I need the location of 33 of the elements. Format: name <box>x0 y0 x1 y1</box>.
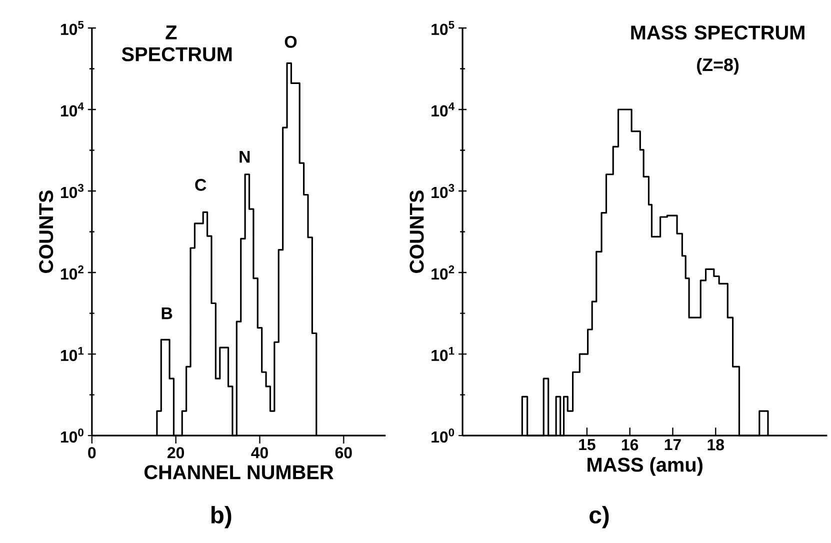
y-tick-label: 10$^{3}$ <box>432 184 454 198</box>
y-tick-label: 10$^{2}$ <box>60 265 84 280</box>
text: b) <box>211 506 232 528</box>
y-tick-label: 10$^{4}$ <box>432 102 454 116</box>
y-axis-title: COUNTS <box>39 190 54 273</box>
x-tick-label: 15 <box>579 438 596 450</box>
x-tick-label: 16 <box>622 438 638 450</box>
annotation: N <box>240 150 250 162</box>
y-tick-label: 10$^{1}$ <box>60 346 84 361</box>
text: (Z=8) <box>697 58 739 74</box>
annotation: O <box>284 36 297 48</box>
y-tick-label: 10$^{2}$ <box>432 265 454 280</box>
y-tick-label: 10$^{5}$ <box>432 20 454 35</box>
annotation: C <box>195 178 206 191</box>
annotation: B <box>162 307 172 319</box>
y-tick-label: 10$^{5}$ <box>60 20 84 35</box>
chart-title: Z SPECTRUM <box>122 25 232 62</box>
y-tick-label: 10$^{4}$ <box>60 102 84 116</box>
y-tick-label: 10$^{0}$ <box>60 428 84 442</box>
y-axis-title: COUNTS <box>410 190 424 273</box>
x-axis-title: CHANNEL NUMBER <box>144 464 334 480</box>
y-tick-label: 10$^{1}$ <box>432 346 454 361</box>
y-tick-label: 10$^{0}$ <box>432 428 454 442</box>
x-tick-label: 17 <box>664 438 681 450</box>
x-tick-label: 0 <box>88 446 96 458</box>
text: c) <box>590 506 609 528</box>
y-tick-label: 10$^{3}$ <box>60 184 84 198</box>
x-tick-label: 40 <box>251 446 268 458</box>
x-tick-label: 60 <box>335 446 352 458</box>
x-tick-label: 20 <box>168 446 184 458</box>
x-axis-title: MASS (amu) <box>588 456 702 476</box>
chart-title: MASS SPECTRUM <box>631 25 804 40</box>
x-tick-label: 18 <box>708 438 724 450</box>
